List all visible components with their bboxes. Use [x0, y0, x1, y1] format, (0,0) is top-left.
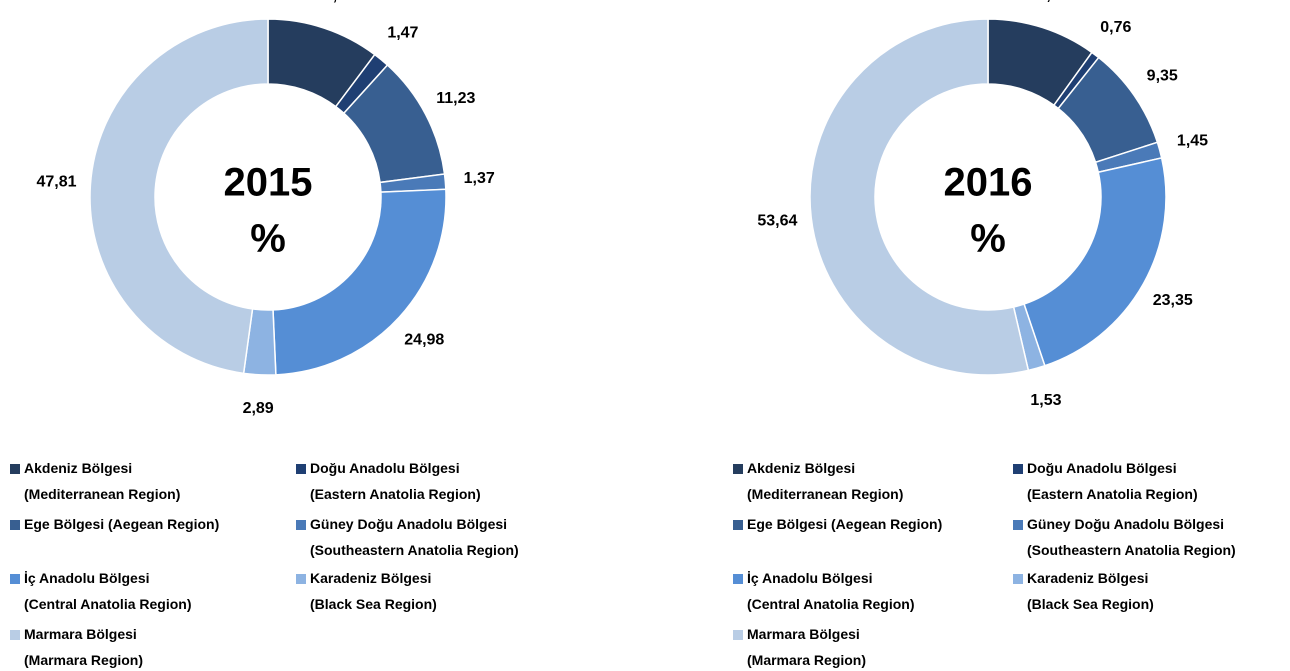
legend-item: Akdeniz Bölgesi (Mediterranean Region) [10, 460, 180, 507]
legend-label: Güney Doğu Anadolu Bölgesi (Southeastern… [1027, 516, 1236, 558]
donut-slice [89, 18, 269, 375]
legend-label: Karadeniz Bölgesi (Black Sea Region) [1027, 570, 1154, 612]
value-label: 2,89 [243, 400, 274, 417]
legend-label: Ege Bölgesi (Aegean Region) [24, 516, 220, 532]
legend-label: İç Anadolu Bölgesi (Central Anatolia Reg… [747, 570, 915, 612]
donut-slice [272, 188, 447, 376]
legend-item: İç Anadolu Bölgesi (Central Anatolia Reg… [733, 570, 915, 617]
value-label: 47,81 [36, 174, 76, 191]
value-label: 0,76 [1100, 19, 1131, 36]
value-label: 53,64 [757, 212, 797, 229]
legend-item: Karadeniz Bölgesi (Black Sea Region) [1013, 570, 1154, 617]
value-label: 24,98 [404, 331, 444, 348]
legend-label: Doğu Anadolu Bölgesi (Eastern Anatolia R… [310, 460, 481, 502]
legend-label: Ege Bölgesi (Aegean Region) [747, 516, 943, 532]
legend-label: Akdeniz Bölgesi (Mediterranean Region) [747, 460, 904, 502]
donut-slice [1023, 157, 1167, 367]
legend-swatch [10, 464, 20, 474]
value-label: 1,45 [1177, 132, 1208, 149]
legend-item: Güney Doğu Anadolu Bölgesi (Southeastern… [296, 516, 519, 563]
legend-swatch [1013, 574, 1023, 584]
legend-swatch [1013, 464, 1023, 474]
center-title: 2016 [944, 161, 1033, 205]
legend-item: Marmara Bölgesi (Marmara Region) [733, 626, 866, 671]
legend-swatch [10, 574, 20, 584]
legend-swatch [296, 574, 306, 584]
legend-swatch [296, 520, 306, 530]
center-title: 2015 [224, 161, 313, 205]
legend-label: Marmara Bölgesi (Marmara Region) [24, 626, 144, 668]
legend-swatch [10, 520, 20, 530]
legend-label: Akdeniz Bölgesi (Mediterranean Region) [24, 460, 181, 502]
legend-item: Doğu Anadolu Bölgesi (Eastern Anatolia R… [296, 460, 481, 507]
value-label: 1,47 [387, 25, 418, 42]
value-label: 1,53 [1030, 392, 1061, 409]
value-label: 9,35 [1147, 67, 1178, 84]
legend-item: Ege Bölgesi (Aegean Region) [733, 516, 942, 537]
legend-item: Karadeniz Bölgesi (Black Sea Region) [296, 570, 437, 617]
center-subtitle: % [970, 217, 1006, 261]
legend-swatch [733, 630, 743, 640]
legend-item: Akdeniz Bölgesi (Mediterranean Region) [733, 460, 903, 507]
donut-slice [809, 18, 1030, 376]
legend-swatch [10, 630, 20, 640]
legend-label: İç Anadolu Bölgesi (Central Anatolia Reg… [24, 570, 192, 612]
legend-label: Güney Doğu Anadolu Bölgesi (Southeastern… [310, 516, 519, 558]
legend-swatch [733, 520, 743, 530]
legend-swatch [1013, 520, 1023, 530]
value-label: 1,37 [464, 170, 495, 187]
legend-item: Doğu Anadolu Bölgesi (Eastern Anatolia R… [1013, 460, 1198, 507]
value-label: 23,35 [1153, 292, 1193, 309]
value-label: 9,92 [1037, 0, 1068, 3]
legend-item: İç Anadolu Bölgesi (Central Anatolia Reg… [10, 570, 192, 617]
legend-swatch [733, 464, 743, 474]
value-label: 11,23 [436, 90, 475, 107]
legend-swatch [296, 464, 306, 474]
legend-item: Ege Bölgesi (Aegean Region) [10, 516, 219, 537]
legend-item: Marmara Bölgesi (Marmara Region) [10, 626, 143, 671]
legend-label: Marmara Bölgesi (Marmara Region) [747, 626, 867, 668]
center-subtitle: % [250, 217, 286, 261]
legend-item: Güney Doğu Anadolu Bölgesi (Southeastern… [1013, 516, 1236, 563]
legend-label: Doğu Anadolu Bölgesi (Eastern Anatolia R… [1027, 460, 1198, 502]
value-label: 10,24 [315, 0, 355, 4]
legend-label: Karadeniz Bölgesi (Black Sea Region) [310, 570, 437, 612]
legend-swatch [733, 574, 743, 584]
